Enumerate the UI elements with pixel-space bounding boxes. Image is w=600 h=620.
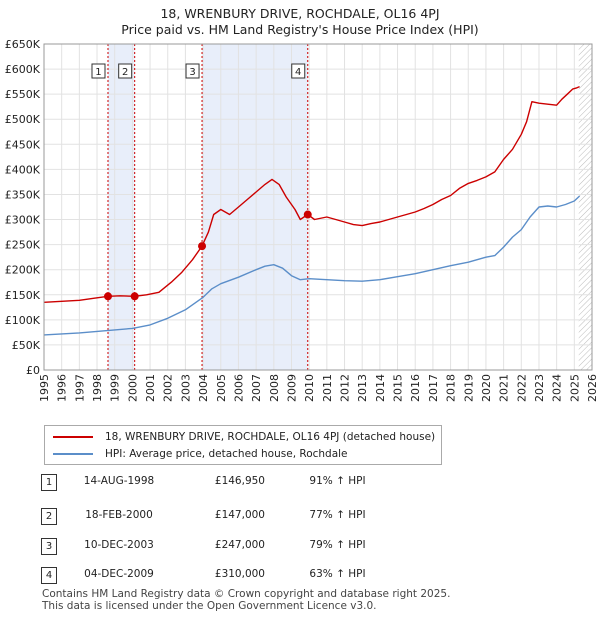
x-tick-label: 2025 [568,374,581,402]
y-tick-label: £50K [12,339,41,352]
transaction-hpi-change: 79% ↑ HPI [309,539,366,551]
x-tick-label: 2002 [162,374,175,402]
y-tick-label: £650K [5,38,41,51]
x-tick-label: 1996 [56,374,69,402]
sale-label: 3 [189,67,195,78]
x-tick-label: 1999 [109,374,122,402]
sale-point [103,292,112,301]
legend-swatch-property [53,436,93,438]
y-tick-label: £150K [5,289,41,302]
sale-label-box [91,63,106,79]
sale-label-box [118,63,133,79]
y-tick-label: £450K [5,138,41,151]
forecast-hatch [578,44,592,370]
property-series-line [43,85,580,303]
legend-item-hpi: HPI: Average price, detached house, Roch… [53,447,348,461]
x-tick-label: 2000 [126,374,139,402]
transaction-price: £310,000 [214,568,265,580]
x-tick-label: 2009 [285,374,298,402]
x-tick-label: 2026 [586,374,599,402]
x-tick-label: 2005 [215,374,228,402]
y-tick-label: £300K [5,214,41,227]
y-tick-label: £0 [26,364,40,377]
transaction-number-badge: 4 [41,567,57,584]
x-tick-label: 2022 [515,374,528,402]
plot-area [44,44,592,370]
x-tick-label: 2024 [551,374,564,402]
transaction-row: 2 18-FEB-2000 £147,000 77% ↑ HPI [0,508,600,528]
y-tick-label: £550K [5,88,41,101]
y-tick-label: £250K [5,239,41,252]
transaction-date: 10-DEC-2003 [84,539,154,551]
y-tick-label: £600K [5,63,41,76]
sale-point [303,210,312,219]
legend-swatch-hpi [53,453,93,455]
x-tick-label: 1998 [91,374,104,402]
sale-label: 4 [295,67,301,78]
y-tick-label: £400K [5,163,41,176]
x-tick-label: 2006 [232,374,245,402]
sale-point [198,242,207,251]
sale-label-box [185,63,200,79]
plot-border [43,43,593,371]
x-tick-label: 2012 [339,374,352,402]
x-tick-label: 2015 [392,374,405,402]
transaction-price: £146,950 [214,475,265,487]
x-tick-label: 2021 [498,374,511,402]
transaction-date: 18-FEB-2000 [85,509,153,521]
transaction-row: 3 10-DEC-2003 £247,000 79% ↑ HPI [0,538,600,558]
transaction-price: £147,000 [214,509,265,521]
transaction-row: 1 14-AUG-1998 £146,950 91% ↑ HPI [0,474,600,494]
x-tick-label: 2013 [356,374,369,402]
x-tick-label: 2023 [533,374,546,402]
x-tick-label: 2011 [321,374,334,402]
chart-title: 18, WRENBURY DRIVE, ROCHDALE, OL16 4PJ [160,6,440,21]
transaction-number-badge: 1 [41,474,57,491]
y-tick-label: £500K [5,113,41,126]
y-tick-label: £350K [5,188,41,201]
legend-label-hpi: HPI: Average price, detached house, Roch… [105,448,348,460]
transaction-hpi-change: 91% ↑ HPI [309,475,366,487]
transaction-number-badge: 3 [41,538,57,555]
transaction-row: 4 04-DEC-2009 £310,000 63% ↑ HPI [0,567,600,587]
x-tick-label: 2014 [374,374,387,402]
transaction-hpi-change: 63% ↑ HPI [309,568,366,580]
transaction-hpi-change: 77% ↑ HPI [309,509,366,521]
legend: 18, WRENBURY DRIVE, ROCHDALE, OL16 4PJ (… [44,425,442,465]
x-tick-label: 2001 [144,374,157,402]
sale-label: 1 [95,67,101,78]
y-tick-label: £100K [5,314,41,327]
x-tick-label: 2004 [197,374,210,402]
x-tick-label: 1995 [38,374,51,402]
x-tick-label: 1997 [73,374,86,402]
footer-copyright: Contains HM Land Registry data © Crown c… [42,588,451,600]
x-tick-label: 2007 [250,374,263,402]
x-tick-label: 2017 [427,374,440,402]
hpi-series-line [43,195,581,336]
x-tick-label: 2008 [268,374,281,402]
x-tick-label: 2016 [409,374,422,402]
sale-label-box [291,63,306,79]
sale-period-shade [107,44,135,370]
chart-subtitle: Price paid vs. HM Land Registry's House … [121,22,479,37]
x-tick-label: 2019 [462,374,475,402]
price-chart: £0 £50K £100K £150K £200K £250K £300K £350K £400… [5,38,599,402]
transaction-price: £247,000 [214,539,265,551]
legend-label-property: 18, WRENBURY DRIVE, ROCHDALE, OL16 4PJ (… [105,431,436,443]
footer-licence: This data is licensed under the Open Gov… [42,599,377,612]
x-tick-label: 2018 [445,374,458,402]
transaction-date: 14-AUG-1998 [83,475,155,487]
sale-label: 2 [122,67,128,78]
sale-point [130,292,139,301]
legend-item-property: 18, WRENBURY DRIVE, ROCHDALE, OL16 4PJ (… [53,430,435,444]
footer: Contains HM Land Registry data © Crown c… [42,588,451,612]
x-tick-label: 2003 [179,374,192,402]
sale-period-shade [202,44,308,370]
transaction-number-badge: 2 [41,508,57,525]
x-tick-label: 2020 [480,374,493,402]
transaction-date: 04-DEC-2009 [84,568,154,580]
y-tick-label: £200K [5,264,41,277]
x-tick-label: 2010 [303,374,316,402]
